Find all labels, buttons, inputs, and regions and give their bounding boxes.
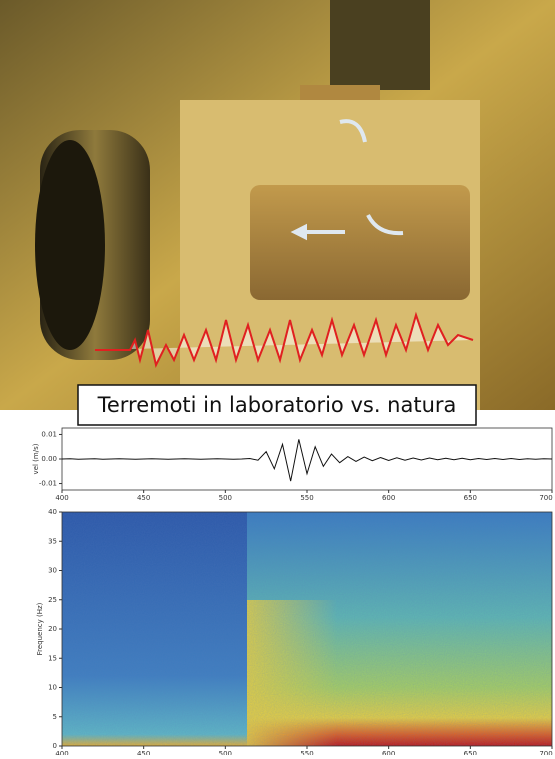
y-tick-label: -0.01 [39, 480, 57, 488]
x-tick-label: 600 [382, 494, 395, 502]
photo [0, 0, 555, 410]
y-tick-label: 20 [48, 625, 57, 633]
x-tick-label: 500 [219, 494, 232, 502]
y-tick-label: 5 [53, 713, 57, 721]
y-tick-label: 15 [48, 654, 57, 662]
x-tick-label: 450 [137, 750, 150, 755]
spectrogram [62, 512, 552, 746]
y-tick-label: 25 [48, 596, 57, 604]
x-tick-label: 550 [300, 494, 313, 502]
x-tick-label: 450 [137, 494, 150, 502]
y-tick-label: 40 [48, 508, 57, 516]
y-tick-label: 35 [48, 537, 57, 545]
x-tick-label: 500 [219, 750, 232, 755]
caption: Terremoti in laboratorio vs. natura [97, 393, 457, 417]
x-tick-label: 400 [55, 750, 68, 755]
x-tick-label: 400 [55, 494, 68, 502]
x-tick-label: 650 [464, 494, 477, 502]
x-tick-label: 650 [464, 750, 477, 755]
y-tick-label: 0.01 [41, 430, 57, 438]
y-tick-label: 0 [53, 742, 57, 750]
x-tick-label: 700 [539, 494, 552, 502]
x-tick-label: 700 [539, 750, 552, 755]
x-tick-label: 600 [382, 750, 395, 755]
page: {"caption":"Terremoti in laboratorio vs.… [0, 0, 555, 755]
y-tick-label: 10 [48, 684, 57, 692]
figure: Terremoti in laboratorio vs. natura 0.01… [0, 0, 555, 755]
y-axis-label: vel (m/s) [32, 443, 40, 474]
y-tick-label: 0.00 [41, 455, 57, 463]
y-tick-label: 30 [48, 567, 57, 575]
y-axis-label: Frequency (Hz) [36, 602, 44, 655]
